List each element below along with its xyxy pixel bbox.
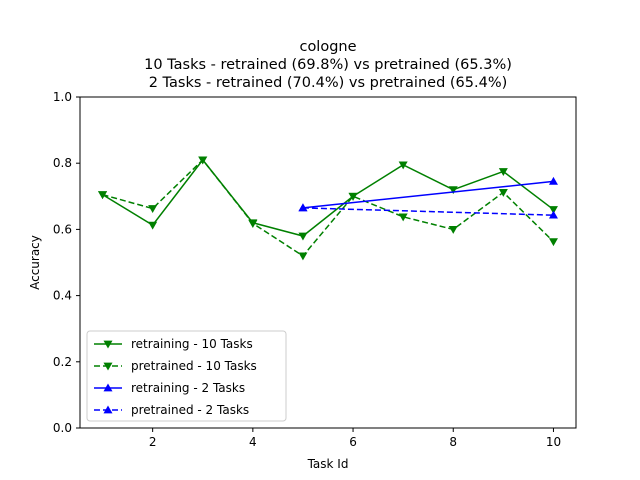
legend-marker xyxy=(103,383,113,392)
series-line-2 xyxy=(102,158,554,257)
y-tick-label: 1.0 xyxy=(53,90,72,104)
series-line-1 xyxy=(102,158,554,237)
legend-entry-label: retraining - 10 Tasks xyxy=(131,337,253,351)
series-1-point xyxy=(398,161,408,170)
legend-marker xyxy=(103,340,113,349)
x-tick-label: 4 xyxy=(249,435,257,449)
series-4-point xyxy=(298,203,308,212)
series-2-point xyxy=(448,226,458,234)
series-2-point xyxy=(348,192,358,201)
series-2-point xyxy=(548,238,558,247)
chart-title-line-2: 10 Tasks - retrained (69.8%) vs pretrain… xyxy=(144,57,512,73)
series-1-point xyxy=(148,221,158,230)
series-1-point xyxy=(548,206,558,215)
series-2-point xyxy=(98,191,108,200)
axes-frame xyxy=(79,96,577,429)
legend-marker xyxy=(103,362,113,371)
x-tick-label: 2 xyxy=(149,435,157,449)
chart-title-line-3: 2 Tasks - retrained (70.4%) vs pretraine… xyxy=(149,75,508,91)
series-line-3 xyxy=(302,180,554,209)
series-2-point xyxy=(198,156,208,165)
series-2-point xyxy=(248,220,258,228)
series-2-point xyxy=(398,213,408,222)
series-2-point xyxy=(148,205,158,214)
series-2-point xyxy=(498,188,508,197)
x-tick-label: 6 xyxy=(349,435,357,449)
series-3-point xyxy=(548,176,558,185)
y-axis-label: Accuracy xyxy=(28,235,42,290)
legend-entry-label: retraining - 2 Tasks xyxy=(131,381,245,395)
y-tick-label: 0.4 xyxy=(53,289,72,303)
y-tick-label: 0.8 xyxy=(53,156,72,170)
legend-marker xyxy=(103,405,113,414)
x-tick-label: 8 xyxy=(449,435,457,449)
series-4-point xyxy=(548,210,558,219)
y-tick-label: 0.6 xyxy=(53,222,72,236)
legend-box xyxy=(86,330,287,422)
chart-title-line-1: cologne xyxy=(299,39,356,55)
series-2-point xyxy=(298,252,308,261)
series-1-point xyxy=(298,232,308,241)
series-1-point xyxy=(448,186,458,195)
plot-area xyxy=(98,156,558,261)
series-1-point xyxy=(498,168,508,176)
legend: retraining - 10 Tasks pretrained - 10 Tas… xyxy=(86,330,287,422)
y-tick-label: 0.2 xyxy=(53,355,72,369)
axis-ticks: 2 4 6 8 10 0.0 0.2 0.4 0.6 0.8 1.0 xyxy=(53,90,561,449)
series-line-4 xyxy=(302,207,554,216)
x-axis-label: Task Id xyxy=(307,457,349,471)
y-tick-label: 0.0 xyxy=(53,421,72,435)
legend-entry-label: pretrained - 10 Tasks xyxy=(131,359,257,373)
x-tick-label: 10 xyxy=(546,435,561,449)
legend-entry-label: pretrained - 2 Tasks xyxy=(131,403,249,417)
